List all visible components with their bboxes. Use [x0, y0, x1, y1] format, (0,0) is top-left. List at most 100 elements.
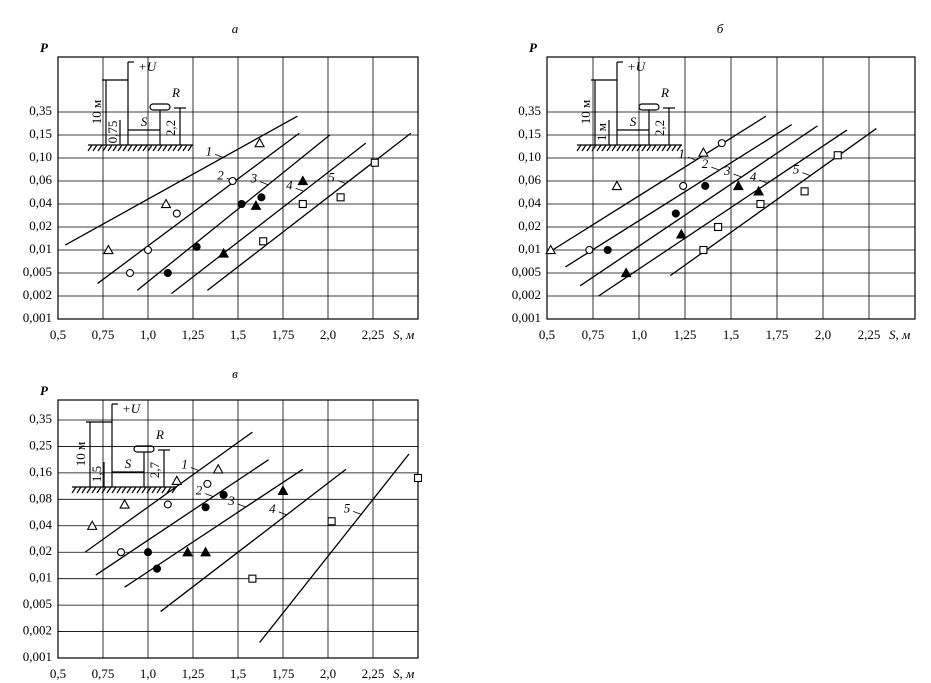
marker	[732, 180, 744, 191]
y-tick-label: 0,01	[29, 241, 52, 256]
marker	[254, 137, 266, 148]
ground-hatch	[71, 486, 77, 494]
marker	[327, 517, 336, 526]
y-axis-label: P	[40, 383, 49, 398]
x-tick-label: 1,25	[182, 327, 205, 342]
line-label-leader	[237, 503, 246, 508]
marker	[603, 245, 612, 255]
y-tick-label: 0,04	[29, 195, 52, 210]
marker	[160, 198, 172, 209]
ground-hatch	[106, 486, 112, 494]
gap-label: 1,5	[89, 466, 104, 482]
ground-hatch	[182, 144, 188, 152]
ground-hatch	[666, 144, 672, 152]
marker	[697, 146, 709, 157]
ground-hatch	[621, 144, 627, 152]
ground-hatch	[137, 144, 143, 152]
line-label: 3	[723, 163, 731, 178]
ground-hatch	[676, 144, 682, 152]
marker	[102, 244, 114, 255]
line-label-leader	[205, 493, 214, 497]
marker	[250, 200, 262, 210]
fit-line	[160, 468, 347, 613]
x-tick-label: 1,0	[631, 327, 647, 342]
ground-hatch	[141, 486, 147, 494]
x-tick-label: 1,25	[674, 327, 697, 342]
marker	[675, 228, 687, 239]
y-tick-label: 0,15	[518, 126, 541, 141]
line-label-leader	[711, 166, 720, 171]
marker	[545, 244, 557, 255]
ground-hatch	[591, 144, 597, 152]
marker	[218, 247, 230, 258]
ground-hatch	[656, 144, 662, 152]
line-label: 5	[793, 162, 800, 177]
ground-hatch	[611, 144, 617, 152]
x-tick-label: 1,5	[230, 666, 246, 681]
marker	[212, 463, 224, 474]
marker	[182, 546, 194, 557]
ground-hatch	[651, 144, 657, 152]
marker	[753, 185, 765, 196]
x-tick-label: 2,25	[362, 327, 385, 342]
mast-label: +U	[138, 59, 158, 74]
marker	[163, 268, 172, 278]
ground-hatch	[157, 144, 163, 152]
fit-line	[546, 115, 767, 255]
panel-title: а	[232, 21, 239, 36]
line-label: 1	[206, 143, 213, 158]
y-tick-label: 0,02	[29, 218, 52, 233]
marker	[86, 520, 98, 530]
y-tick-label: 0,04	[29, 517, 52, 532]
y-tick-label: 0,08	[29, 490, 52, 505]
ground-hatch	[132, 144, 138, 152]
y-tick-label: 0,06	[29, 172, 52, 187]
marker	[756, 199, 765, 209]
marker	[800, 187, 809, 196]
ground-hatch	[161, 486, 167, 494]
x-tick-label: 1,5	[723, 327, 739, 342]
ground-hatch	[606, 144, 612, 152]
line-label-leader	[337, 180, 346, 184]
marker	[219, 490, 228, 499]
marker	[172, 209, 181, 218]
y-tick-label: 0,25	[29, 437, 52, 452]
y-tick-label: 0,10	[29, 149, 52, 164]
ground-hatch	[122, 144, 128, 152]
line-label: 3	[250, 171, 258, 186]
x-tick-label: 0,75	[582, 327, 605, 342]
line-label-leader	[353, 510, 362, 515]
marker	[171, 475, 183, 485]
distance-label: S	[630, 114, 637, 129]
y-tick-label: 0,02	[29, 543, 52, 558]
ground-hatch	[616, 144, 622, 152]
y-tick-label: 0,06	[518, 172, 541, 187]
x-tick-label: 0,75	[92, 327, 115, 342]
resistor-label: R	[660, 85, 669, 100]
marker	[714, 222, 723, 232]
line-label-leader	[733, 173, 742, 178]
y-tick-label: 0,01	[518, 241, 541, 256]
line-label-leader	[190, 467, 199, 471]
gap-label: 0,75	[105, 121, 120, 144]
line-label-leader	[295, 187, 304, 192]
x-tick-label: 2,0	[320, 666, 336, 681]
line-label: 2	[196, 483, 203, 498]
marker	[200, 546, 212, 557]
x-axis-label: S, м	[393, 327, 414, 342]
ground-hatch	[581, 144, 587, 152]
marker	[116, 548, 126, 557]
x-tick-label: 0,5	[539, 327, 555, 342]
x-tick-label: 2,25	[858, 327, 881, 342]
line-label-leader	[278, 511, 287, 516]
height-label: 10 м	[89, 100, 104, 124]
x-tick-label: 2,25	[362, 666, 385, 681]
ground-hatch	[646, 144, 652, 152]
ground-hatch	[76, 486, 82, 494]
ground-hatch	[91, 486, 97, 494]
object-height-label: 2,2	[163, 120, 178, 136]
ground-hatch	[601, 144, 607, 152]
marker	[143, 548, 153, 557]
x-tick-label: 1,0	[140, 666, 156, 681]
ground-hatch	[661, 144, 667, 152]
